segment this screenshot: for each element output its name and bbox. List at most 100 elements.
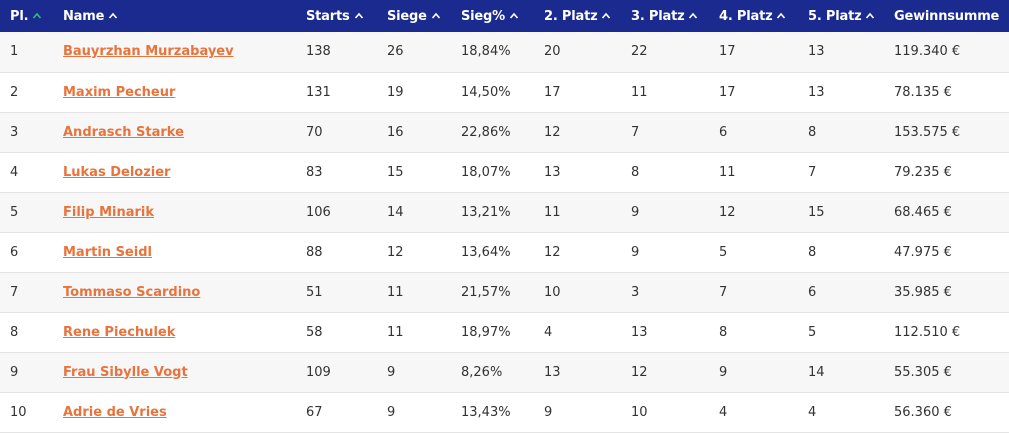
- cell-sieg-pct: 14,50%: [461, 84, 511, 100]
- header-label: 5. Platz: [808, 8, 862, 24]
- cell-rank: 4: [10, 164, 19, 180]
- jockey-name-link[interactable]: Martin Seidl: [63, 244, 152, 260]
- cell-siege: 11: [387, 324, 404, 340]
- cell-gewinnsumme: 153.575 €: [894, 124, 961, 140]
- header-platz-3[interactable]: 3. Platz: [631, 0, 719, 32]
- table-body: 1 Bauyrzhan Murzabayev 138 26 18,84% 20 22 17 13…: [0, 32, 1009, 432]
- header-label: Pl.: [10, 8, 29, 24]
- chevron-up-icon[interactable]: [776, 11, 786, 21]
- header-siege[interactable]: Siege: [387, 0, 461, 32]
- sort-control-name[interactable]: Name: [63, 9, 118, 24]
- cell-platz-2: 11: [544, 204, 561, 220]
- cell-platz-4: 8: [719, 324, 728, 340]
- sort-control-rank[interactable]: Pl.: [10, 9, 42, 24]
- cell-rank: 6: [10, 244, 19, 260]
- jockey-name-link[interactable]: Maxim Pecheur: [63, 84, 176, 100]
- cell-sieg-pct: 13,43%: [461, 404, 511, 420]
- cell-gewinnsumme: 56.360 €: [894, 404, 952, 420]
- header-platz-5[interactable]: 5. Platz: [808, 0, 894, 32]
- cell-platz-4: 6: [719, 124, 728, 140]
- chevron-up-icon[interactable]: [431, 11, 441, 21]
- cell-sieg-pct: 13,64%: [461, 244, 511, 260]
- chevron-up-icon[interactable]: [688, 11, 698, 21]
- cell-sieg-pct: 22,86%: [461, 124, 511, 140]
- chevron-up-icon[interactable]: [601, 11, 611, 21]
- cell-siege: 11: [387, 284, 404, 300]
- header-gewinnsumme[interactable]: Gewinnsumme: [894, 0, 1009, 32]
- cell-name: Lukas Delozier: [55, 152, 306, 192]
- header-label: Gewinnsumme: [894, 8, 1000, 24]
- jockey-name-link[interactable]: Rene Piechulek: [63, 324, 176, 340]
- jockey-name-link[interactable]: Tommaso Scardino: [63, 284, 201, 300]
- cell-starts: 106: [306, 204, 331, 220]
- chevron-up-icon[interactable]: [354, 11, 364, 21]
- header-platz-4[interactable]: 4. Platz: [719, 0, 808, 32]
- sort-control-sieg-pct[interactable]: Sieg%: [461, 9, 519, 24]
- header-platz-2[interactable]: 2. Platz: [544, 0, 631, 32]
- header-sieg-pct[interactable]: Sieg%: [461, 0, 544, 32]
- cell-name: Frau Sibylle Vogt: [55, 352, 306, 392]
- jockey-name-link[interactable]: Lukas Delozier: [63, 164, 171, 180]
- cell-rank: 3: [10, 124, 19, 140]
- chevron-up-icon[interactable]: [865, 11, 875, 21]
- cell-platz-4: 11: [719, 164, 736, 180]
- cell-sieg-pct: 18,07%: [461, 164, 511, 180]
- header-rank[interactable]: Pl.: [0, 0, 55, 32]
- sort-control-starts[interactable]: Starts: [306, 9, 364, 24]
- chevron-up-active-icon[interactable]: [32, 11, 42, 21]
- cell-rank: 9: [10, 364, 19, 380]
- header-starts[interactable]: Starts: [306, 0, 387, 32]
- cell-platz-2: 12: [544, 124, 561, 140]
- cell-sieg-pct: 18,84%: [461, 44, 511, 60]
- sort-control-platz-4[interactable]: 4. Platz: [719, 9, 786, 24]
- cell-starts: 67: [306, 404, 323, 420]
- header-label: Name: [63, 8, 105, 24]
- cell-platz-3: 10: [631, 404, 648, 420]
- sort-control-platz-5[interactable]: 5. Platz: [808, 9, 875, 24]
- jockey-name-link[interactable]: Bauyrzhan Murzabayev: [63, 44, 234, 60]
- header-label: Siege: [387, 8, 427, 24]
- jockey-name-link[interactable]: Adrie de Vries: [63, 404, 167, 420]
- cell-gewinnsumme: 47.975 €: [894, 244, 952, 260]
- sort-control-gewinnsumme[interactable]: Gewinnsumme: [894, 9, 999, 24]
- chevron-up-icon[interactable]: [108, 11, 118, 21]
- chevron-up-icon[interactable]: [509, 11, 519, 21]
- cell-platz-3: 7: [631, 124, 640, 140]
- cell-platz-5: 13: [808, 44, 825, 60]
- cell-rank: 8: [10, 324, 19, 340]
- cell-platz-5: 6: [808, 284, 817, 300]
- cell-name: Martin Seidl: [55, 232, 306, 272]
- cell-platz-3: 11: [631, 84, 648, 100]
- cell-starts: 70: [306, 124, 323, 140]
- cell-platz-2: 13: [544, 364, 561, 380]
- cell-platz-5: 13: [808, 84, 825, 100]
- jockey-name-link[interactable]: Andrasch Starke: [63, 124, 184, 140]
- table-row: 6 Martin Seidl 88 12 13,64% 12 9 5 8 47.975 €: [0, 232, 1009, 272]
- sort-control-platz-3[interactable]: 3. Platz: [631, 9, 698, 24]
- table-row: 10 Adrie de Vries 67 9 13,43% 9 10 4 4 56.360 €: [0, 392, 1009, 432]
- jockey-name-link[interactable]: Filip Minarik: [63, 204, 155, 220]
- cell-starts: 83: [306, 164, 323, 180]
- sort-control-siege[interactable]: Siege: [387, 9, 441, 24]
- cell-name: Rene Piechulek: [55, 312, 306, 352]
- cell-platz-3: 9: [631, 244, 640, 260]
- cell-platz-5: 7: [808, 164, 817, 180]
- cell-siege: 14: [387, 204, 404, 220]
- cell-gewinnsumme: 112.510 €: [894, 324, 961, 340]
- cell-platz-4: 4: [719, 404, 728, 420]
- jockey-name-link[interactable]: Frau Sibylle Vogt: [63, 364, 188, 380]
- table-row: 9 Frau Sibylle Vogt 109 9 8,26% 13 12 9 14 55.305…: [0, 352, 1009, 392]
- cell-platz-4: 7: [719, 284, 728, 300]
- cell-platz-3: 8: [631, 164, 640, 180]
- sort-control-platz-2[interactable]: 2. Platz: [544, 9, 611, 24]
- cell-starts: 131: [306, 84, 331, 100]
- cell-name: Bauyrzhan Murzabayev: [55, 32, 306, 72]
- cell-starts: 58: [306, 324, 323, 340]
- cell-name: Andrasch Starke: [55, 112, 306, 152]
- header-name[interactable]: Name: [55, 0, 306, 32]
- header-label: Sieg%: [461, 8, 505, 24]
- cell-platz-2: 10: [544, 284, 561, 300]
- cell-rank: 2: [10, 84, 19, 100]
- cell-gewinnsumme: 35.985 €: [894, 284, 952, 300]
- cell-siege: 26: [387, 44, 404, 60]
